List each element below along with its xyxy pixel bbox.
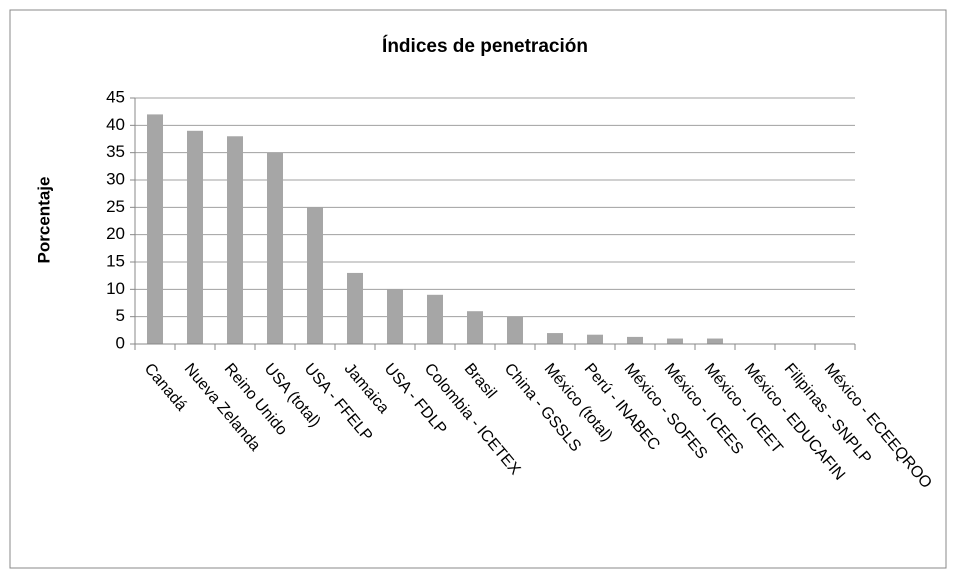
bar — [507, 316, 523, 344]
bar — [667, 338, 683, 344]
y-tick-label: 30 — [106, 169, 125, 188]
bar — [267, 152, 283, 344]
bar — [467, 311, 483, 344]
bar — [547, 333, 563, 344]
bar — [627, 336, 643, 344]
bar — [587, 334, 603, 344]
y-tick-label: 15 — [106, 251, 125, 270]
bar — [347, 272, 363, 344]
bar — [227, 136, 243, 344]
chart-title: Índices de penetración — [382, 35, 588, 57]
bar — [307, 207, 323, 344]
bar — [147, 114, 163, 345]
y-tick-label: 20 — [106, 224, 125, 243]
bar — [387, 289, 403, 344]
bar — [187, 130, 203, 344]
bar — [707, 338, 723, 344]
y-tick-label: 25 — [106, 197, 125, 216]
y-tick-label: 35 — [106, 142, 125, 161]
y-tick-label: 5 — [116, 306, 125, 325]
y-tick-label: 45 — [106, 87, 125, 106]
y-axis-label: Porcentaje — [34, 177, 53, 264]
y-tick-label: 0 — [116, 333, 125, 352]
y-tick-label: 10 — [106, 279, 125, 298]
bar — [427, 294, 443, 344]
y-tick-label: 40 — [106, 115, 125, 134]
